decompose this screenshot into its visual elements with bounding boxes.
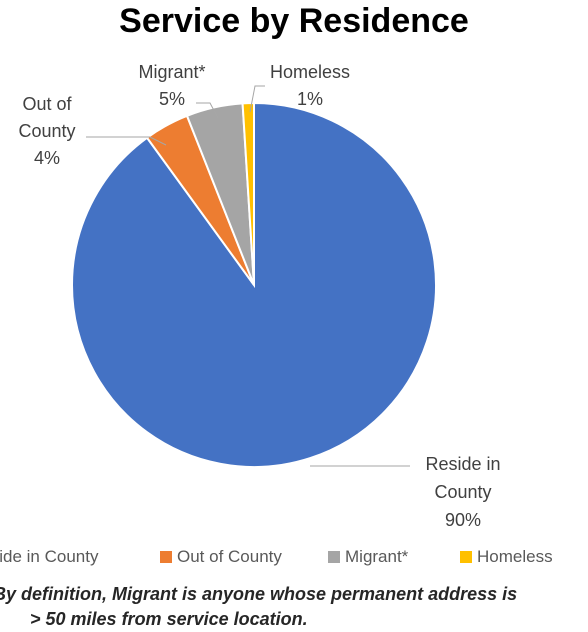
pie-slice-homeless: [241, 101, 255, 286]
legend-swatch: [160, 551, 172, 563]
legend-item: Homeless: [460, 547, 553, 566]
legend-label: Migrant*: [345, 547, 409, 566]
legend-swatch: [328, 551, 340, 563]
leader-line: [196, 102, 219, 119]
data-label: Reside in County 90%: [425, 454, 500, 530]
legend-item: Reside in County: [0, 547, 99, 566]
legend-label: Homeless: [477, 547, 553, 566]
footnote: *By definition, Migrant is anyone whose …: [0, 582, 586, 632]
leader-line: [86, 136, 167, 146]
legend-label: Reside in County: [0, 547, 99, 566]
legend-swatch: [460, 551, 472, 563]
leader-line: [249, 85, 265, 113]
data-label: Migrant* 5%: [138, 62, 205, 109]
footnote-line-2: > 50 miles from service location.: [30, 609, 308, 629]
data-label: Homeless 1%: [270, 62, 350, 109]
legend-label: Out of County: [177, 547, 282, 566]
legend-item: Out of County: [160, 547, 282, 566]
chart-title: Service by Residence: [119, 2, 469, 40]
legend-item: Migrant*: [328, 547, 409, 566]
data-label: Out of County 4%: [18, 94, 75, 168]
footnote-line-1: *By definition, Migrant is anyone whose …: [0, 584, 518, 604]
